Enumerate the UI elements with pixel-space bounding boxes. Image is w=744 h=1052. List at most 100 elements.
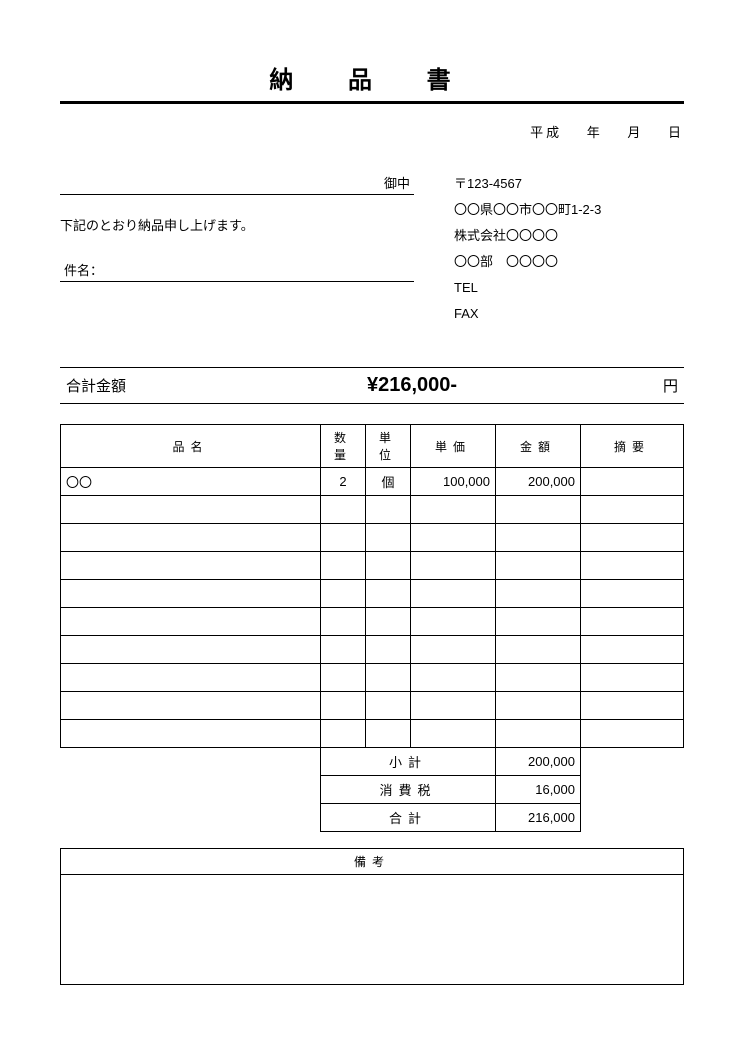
th-amount: 金額 <box>496 425 581 468</box>
table-cell <box>366 720 411 748</box>
table-cell <box>496 552 581 580</box>
table-cell <box>496 580 581 608</box>
table-cell <box>581 636 684 664</box>
table-cell <box>321 692 366 720</box>
th-unit: 単位 <box>366 425 411 468</box>
table-cell <box>61 524 321 552</box>
table-row <box>61 720 684 748</box>
table-cell <box>321 524 366 552</box>
table-cell: 個 <box>366 468 411 496</box>
table-cell <box>411 692 496 720</box>
table-cell <box>496 636 581 664</box>
th-note: 摘要 <box>581 425 684 468</box>
table-cell <box>496 720 581 748</box>
total-box: 合計金額 ¥216,000- 円 <box>60 367 684 404</box>
table-cell <box>581 496 684 524</box>
sender-block: 〒123-4567 〇〇県〇〇市〇〇町1-2-3 株式会社〇〇〇〇 〇〇部 〇〇… <box>454 171 684 327</box>
table-cell <box>366 552 411 580</box>
day-label: 日 <box>668 125 684 140</box>
sender-dept: 〇〇部 〇〇〇〇 <box>454 249 684 275</box>
table-cell <box>366 692 411 720</box>
table-cell <box>366 608 411 636</box>
table-cell <box>496 608 581 636</box>
table-cell <box>581 524 684 552</box>
table-cell <box>321 720 366 748</box>
table-cell <box>366 636 411 664</box>
table-cell <box>321 552 366 580</box>
recipient-honorific: 御中 <box>384 173 410 192</box>
table-cell <box>366 524 411 552</box>
table-cell <box>581 552 684 580</box>
table-cell <box>581 468 684 496</box>
table-cell <box>61 692 321 720</box>
table-cell <box>496 496 581 524</box>
table-cell <box>496 524 581 552</box>
header-row: 品名 数量 単位 単価 金額 摘要 <box>61 425 684 468</box>
table-cell <box>321 608 366 636</box>
table-cell <box>366 496 411 524</box>
notes-table: 備考 <box>60 848 684 985</box>
table-cell <box>366 580 411 608</box>
table-cell <box>61 552 321 580</box>
th-qty: 数量 <box>321 425 366 468</box>
table-row <box>61 692 684 720</box>
table-cell <box>581 692 684 720</box>
doc-title: 納 品 書 <box>60 60 684 104</box>
subject-line: 件名： <box>60 258 414 282</box>
tax-value: 16,000 <box>496 776 581 804</box>
table-cell <box>411 720 496 748</box>
table-cell <box>61 580 321 608</box>
table-cell <box>321 664 366 692</box>
total-value: ¥216,000- <box>186 374 638 397</box>
table-cell <box>61 720 321 748</box>
notes-label: 備考 <box>61 849 684 875</box>
grandtotal-label: 合計 <box>321 804 496 832</box>
sender-fax: FAX <box>454 301 684 327</box>
recipient-line: 御中 <box>60 171 414 195</box>
table-cell <box>581 608 684 636</box>
table-cell <box>61 608 321 636</box>
table-cell <box>411 664 496 692</box>
total-label: 合計金額 <box>66 375 186 396</box>
table-cell <box>581 580 684 608</box>
table-cell <box>411 524 496 552</box>
table-row <box>61 608 684 636</box>
era-label: 平成 <box>530 125 562 140</box>
table-cell <box>411 552 496 580</box>
table-cell <box>581 664 684 692</box>
items-table: 品名 数量 単位 単価 金額 摘要 〇〇2個100,000200,000 小計 … <box>60 424 684 832</box>
table-row <box>61 580 684 608</box>
sender-address: 〇〇県〇〇市〇〇町1-2-3 <box>454 197 684 223</box>
table-cell <box>321 496 366 524</box>
tax-label: 消費税 <box>321 776 496 804</box>
table-cell <box>366 664 411 692</box>
table-cell <box>321 636 366 664</box>
sender-postal: 〒123-4567 <box>454 171 684 197</box>
table-cell <box>411 580 496 608</box>
sender-company: 株式会社〇〇〇〇 <box>454 223 684 249</box>
table-cell <box>411 496 496 524</box>
th-price: 単価 <box>411 425 496 468</box>
th-name: 品名 <box>61 425 321 468</box>
sender-tel: TEL <box>454 275 684 301</box>
tax-row: 消費税 16,000 <box>61 776 684 804</box>
table-row <box>61 664 684 692</box>
table-cell: 100,000 <box>411 468 496 496</box>
month-label: 月 <box>627 125 643 140</box>
table-cell <box>411 608 496 636</box>
grandtotal-value: 216,000 <box>496 804 581 832</box>
subtotal-row: 小計 200,000 <box>61 748 684 776</box>
table-cell <box>61 664 321 692</box>
table-cell <box>61 496 321 524</box>
table-cell <box>321 580 366 608</box>
table-cell <box>496 664 581 692</box>
subtotal-value: 200,000 <box>496 748 581 776</box>
table-cell <box>496 692 581 720</box>
table-cell: 200,000 <box>496 468 581 496</box>
table-row <box>61 524 684 552</box>
total-unit: 円 <box>638 375 678 396</box>
year-label: 年 <box>587 125 603 140</box>
table-row <box>61 636 684 664</box>
table-row: 〇〇2個100,000200,000 <box>61 468 684 496</box>
table-cell: 2 <box>321 468 366 496</box>
